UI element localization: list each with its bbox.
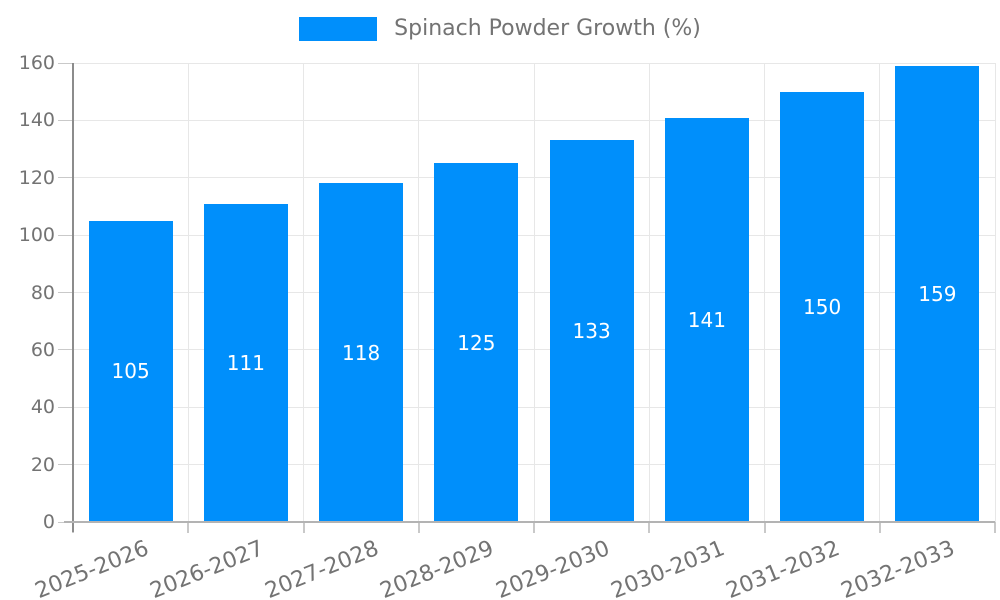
x-axis-tick: [994, 522, 996, 533]
gridline-vertical: [533, 63, 535, 522]
x-axis-tick: [648, 522, 651, 533]
y-tick-label: 40: [30, 396, 55, 419]
y-axis-tick: [58, 406, 73, 408]
x-axis-tick: [763, 522, 766, 533]
y-axis-line: [72, 63, 74, 532]
y-axis-tick: [58, 464, 73, 466]
bar: [664, 117, 749, 522]
gridline-vertical: [994, 63, 996, 522]
y-tick-label: 120: [18, 166, 55, 189]
y-tick-label: 0: [42, 511, 55, 533]
y-axis-tick: [58, 292, 73, 293]
bar: [88, 220, 173, 522]
y-tick-label: 20: [30, 453, 55, 476]
y-axis-tick: [58, 349, 73, 351]
bar-value-label: 141: [687, 307, 726, 332]
bar-value-label: 159: [918, 281, 957, 306]
gridline-vertical: [648, 63, 650, 522]
y-axis-tick: [58, 234, 73, 236]
bar: [434, 163, 519, 522]
gridline-vertical: [764, 63, 765, 522]
y-tick-label: 80: [30, 281, 55, 304]
bar-value-label: 125: [457, 330, 496, 355]
y-tick-label: 100: [18, 224, 55, 247]
x-axis-tick: [533, 522, 535, 533]
y-tick-label: 60: [30, 338, 55, 361]
bar: [319, 183, 404, 522]
bar: [549, 140, 634, 522]
x-axis-tick: [302, 522, 305, 533]
bar: [203, 203, 288, 522]
x-axis-tick: [187, 522, 190, 533]
bar: [780, 91, 865, 522]
bar-value-label: 118: [342, 340, 381, 365]
gridline-vertical: [418, 63, 420, 522]
gridline-vertical: [303, 63, 304, 522]
bar: [895, 65, 980, 522]
gridline-vertical: [879, 63, 881, 522]
y-tick-label: 140: [18, 109, 55, 132]
x-axis-line: [64, 521, 995, 523]
legend[interactable]: Spinach Powder Growth (%): [0, 16, 1000, 41]
y-axis-tick: [58, 62, 73, 64]
bar-value-label: 105: [111, 359, 150, 384]
bar-value-label: 111: [226, 350, 265, 375]
y-tick-label: 160: [18, 52, 55, 74]
y-axis-tick: [58, 177, 73, 179]
legend-swatch: [299, 16, 378, 41]
gridline-vertical: [187, 63, 189, 522]
legend-label: Spinach Powder Growth (%): [394, 16, 701, 41]
y-axis-tick: [58, 119, 73, 121]
x-axis-tick: [417, 522, 420, 533]
bar-value-label: 133: [572, 319, 611, 344]
bar-value-label: 150: [803, 294, 842, 319]
x-axis-tick: [878, 522, 881, 533]
